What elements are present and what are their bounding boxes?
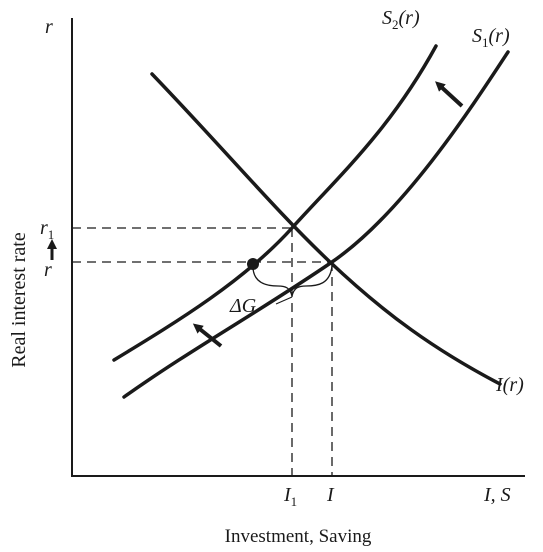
tick-r1-label: r1 <box>40 217 54 242</box>
delta-g-label: ΔG <box>229 295 257 317</box>
investment-curve-label: I(r) <box>495 374 524 396</box>
y-axis-title: Real interest rate <box>8 232 30 368</box>
s2-curve-label: S2(r) <box>382 7 420 32</box>
y-axis-top-label: r <box>45 16 53 38</box>
x-axis-title: Investment, Saving <box>225 526 372 547</box>
s1-curve-label: S1(r) <box>472 25 510 50</box>
investment-curve <box>152 74 500 384</box>
tick-r-label: r <box>44 259 52 281</box>
tick-I1-label: I1 <box>283 484 297 509</box>
shift-arrow-upper <box>438 84 462 106</box>
axes <box>72 18 525 476</box>
x-axis-end-label: I, S <box>483 484 511 506</box>
tick-I-label: I <box>326 484 335 506</box>
